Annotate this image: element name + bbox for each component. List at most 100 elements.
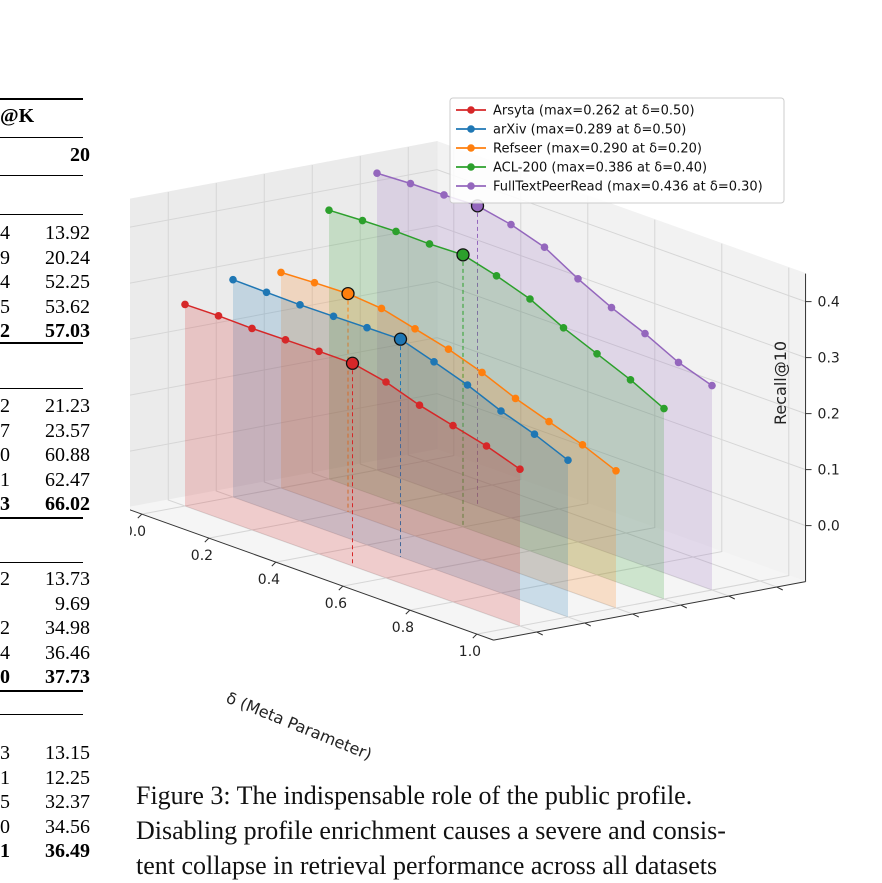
data-point (229, 275, 237, 284)
data-point (430, 358, 438, 366)
data-point (545, 417, 553, 426)
grid-line-y (263, 174, 633, 615)
grid-line-y (215, 183, 585, 624)
data-point (392, 227, 400, 236)
data-point (641, 329, 649, 338)
data-point (511, 394, 520, 403)
data-point (674, 358, 683, 367)
table-cell-value: 13.15 (45, 742, 90, 764)
grid-line-x (409, 243, 723, 611)
table-cell-value: 34.56 (45, 815, 90, 838)
x-tick-mark (137, 513, 143, 519)
table-header-partial: @K (0, 105, 35, 127)
x-tick-label: 0.6 (325, 596, 347, 612)
max-point-marker (456, 248, 470, 262)
data-point (497, 407, 505, 415)
table-cell-value: 32.37 (45, 791, 90, 813)
table-cell-value: 21.23 (45, 395, 90, 417)
series-group (277, 268, 620, 608)
data-point (358, 216, 367, 225)
legend-entry: arXiv (max=0.289 at δ=0.50) (493, 123, 686, 138)
table-rule (0, 562, 83, 563)
y-tick-mark (728, 595, 735, 600)
data-point (440, 191, 448, 199)
data-point (660, 404, 668, 413)
grid-line-y (407, 147, 777, 588)
table-rule (0, 690, 83, 692)
tick-labels: 0.0 0.2 0.4 0.6 0.8 1.0 0.0 0.1 0.2 0.3 0.4 (130, 295, 840, 660)
z-tick-label: 0.4 (818, 295, 840, 311)
y-tick-mark (536, 631, 543, 636)
table-cell-left: 4 (0, 641, 10, 664)
table-rule (0, 214, 83, 215)
series-curtain (377, 173, 712, 590)
data-point (626, 376, 635, 384)
data-point (214, 312, 223, 320)
data-point (530, 430, 539, 439)
table-cell-value: 13.92 (45, 222, 90, 244)
data-point (315, 347, 323, 356)
y-tick-mark (776, 586, 783, 591)
grid-lines (130, 147, 807, 641)
grid-line-z (130, 337, 806, 471)
legend: Arsyta (max=0.262 at δ=0.50) arXiv (max=0… (449, 97, 785, 204)
table-cell-value: 62.47 (45, 468, 90, 491)
table-cell-left: 1 (0, 766, 10, 789)
table-cell-value: 34.98 (45, 617, 90, 639)
table-cell-left: 4 (0, 271, 10, 293)
data-point (526, 295, 534, 303)
series-curtain (233, 279, 568, 617)
table-cell-value: 53.62 (45, 295, 90, 318)
x-axis-line (130, 509, 494, 641)
figure-caption: Figure 3: The indispensable role of the … (136, 778, 816, 883)
data-point (449, 421, 457, 430)
data-point (593, 350, 601, 358)
legend-marker (467, 182, 475, 190)
z-axis-label: Recall@10 (771, 341, 790, 425)
data-point (482, 442, 491, 450)
table-cell-value: 36.49 (45, 840, 90, 862)
data-point (540, 243, 549, 251)
table-cell-left: 5 (0, 295, 10, 318)
data-point (406, 179, 415, 188)
data-point (296, 301, 304, 309)
table-cell-left: 2 (0, 617, 10, 639)
x-tick-label: 0.2 (191, 548, 213, 564)
grid-line-z (130, 169, 806, 303)
data-point (382, 378, 390, 386)
table-cell-left: 0 (0, 666, 10, 688)
data-point (415, 401, 424, 410)
series-group (325, 206, 668, 599)
legend-marker (467, 106, 475, 114)
table-cell-left: 0 (0, 444, 10, 466)
table-rule (0, 714, 83, 715)
y-tick-mark (632, 613, 639, 618)
grid-line-z (130, 225, 806, 359)
table-cell-value: 60.88 (45, 444, 90, 466)
legend-entry: Arsyta (max=0.262 at δ=0.50) (493, 104, 695, 119)
table-rule (0, 175, 83, 176)
table-subheader-rule (0, 137, 83, 138)
table-rule (0, 388, 83, 389)
x-tick-label: 0.8 (392, 620, 414, 636)
grid-line-x (342, 219, 656, 587)
table-cell-left: 3 (0, 742, 10, 764)
series-group (181, 300, 524, 626)
table-cell-value: 12.25 (45, 766, 90, 789)
x-axis-label: δ (Meta Parameter) (224, 688, 375, 764)
table-col-header: 20 (70, 144, 90, 166)
legend-frame (449, 97, 785, 204)
grid-line-x (141, 147, 455, 515)
data-point (277, 268, 285, 277)
table-cell-left: 0 (0, 815, 10, 838)
legend-marker (467, 125, 475, 133)
max-point-marker (345, 356, 360, 370)
series-group (229, 275, 572, 617)
legend-entry: FullTextPeerRead (max=0.436 at δ=0.30) (493, 180, 763, 195)
data-point (574, 275, 582, 283)
data-point (310, 278, 319, 287)
legend-marker (467, 144, 475, 152)
table-cell-left: 1 (0, 468, 10, 491)
table-cell-value: 37.73 (45, 666, 90, 688)
caption-line-1: Figure 3: The indispensable role of the … (136, 781, 693, 810)
